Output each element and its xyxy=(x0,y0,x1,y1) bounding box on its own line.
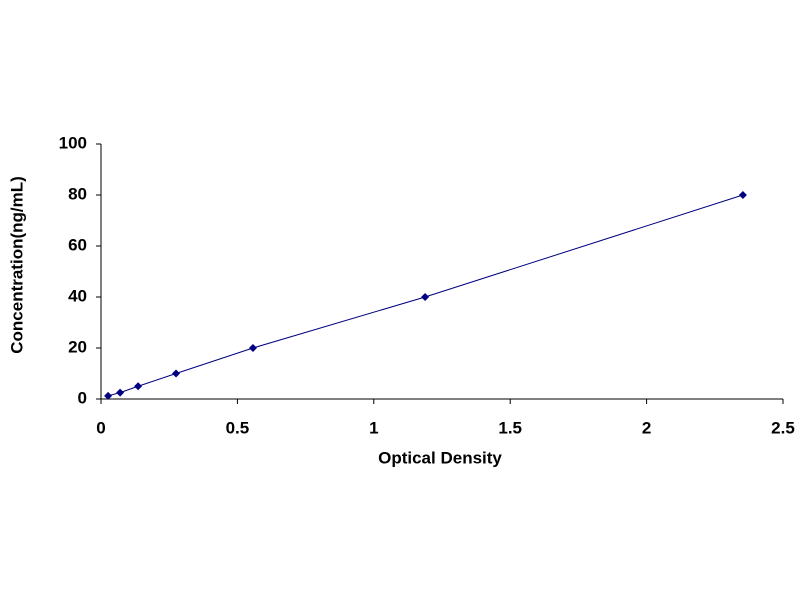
x-tick-label: 2.5 xyxy=(771,418,795,437)
data-point xyxy=(134,382,143,391)
y-tick-label: 100 xyxy=(59,133,87,152)
x-tick-label: 0.5 xyxy=(226,418,250,437)
x-axis-title: Optical Density xyxy=(378,448,502,467)
y-tick-label: 40 xyxy=(68,286,87,305)
x-tick-label: 0 xyxy=(96,418,105,437)
y-tick-label: 80 xyxy=(68,184,87,203)
data-point xyxy=(248,344,257,352)
x-tick-label: 1 xyxy=(369,418,378,437)
data-point xyxy=(104,391,113,400)
data-point xyxy=(116,388,125,397)
x-tick-label: 1.5 xyxy=(498,418,522,437)
y-tick-label: 20 xyxy=(68,337,87,356)
data-point xyxy=(172,369,181,378)
x-tick-label: 2 xyxy=(642,418,651,437)
data-point xyxy=(421,293,430,301)
data-point xyxy=(738,191,747,199)
y-tick-label: 60 xyxy=(68,235,87,254)
y-axis-title: Concentration(ng/mL) xyxy=(7,176,26,354)
y-tick-label: 0 xyxy=(78,388,87,407)
